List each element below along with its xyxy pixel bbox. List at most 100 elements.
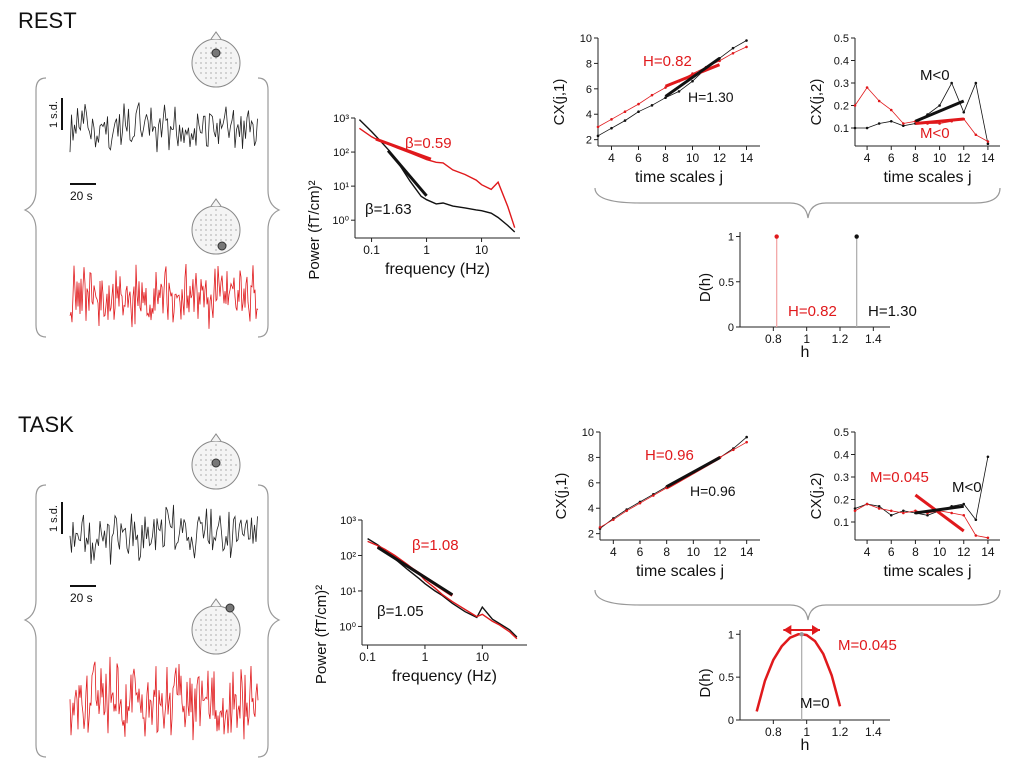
sensor-dot <box>205 214 207 216</box>
y-tick-label: 10² <box>340 550 356 562</box>
timeseries-black <box>69 102 258 153</box>
dh-xlabel: h <box>801 344 810 361</box>
sensor-dot <box>220 62 222 64</box>
sensor-dot <box>200 454 202 456</box>
sensor-dot <box>220 219 222 221</box>
sensor-dot <box>205 634 207 636</box>
sensor-dot <box>215 57 217 59</box>
data-point <box>853 104 857 107</box>
sensor-dot <box>215 67 217 69</box>
data-point <box>691 79 694 83</box>
sensor-dot <box>225 214 227 216</box>
x-tick-label: 1 <box>803 332 810 346</box>
sensor-dot <box>220 449 222 451</box>
data-point <box>889 509 893 513</box>
timeseries-red <box>69 263 259 329</box>
sensor-dot <box>230 52 232 54</box>
y-tick-label: 10¹ <box>333 181 349 193</box>
data-point <box>745 45 748 49</box>
sensor-dot <box>205 219 207 221</box>
sensor-dot <box>210 219 212 221</box>
brace-right <box>257 77 281 338</box>
sensor-dot <box>200 67 202 69</box>
sensor-dot <box>205 229 207 231</box>
sensor-dot <box>210 474 212 476</box>
sensor-dot <box>220 469 222 471</box>
sensor-dot <box>225 629 227 631</box>
scale-bar-sd-label: 1 s.d. <box>48 101 60 128</box>
fit-line <box>914 493 965 533</box>
sensor-dot <box>225 474 227 476</box>
rest-timeseries-block: 1 s.d. 20 s <box>23 31 281 338</box>
arrow-head <box>783 625 792 635</box>
sensor-dot <box>195 629 197 631</box>
sensor-dot <box>220 479 222 481</box>
sensor-dot <box>200 634 202 636</box>
rest-singularity-spectrum <box>736 232 890 331</box>
sensor-dot <box>210 479 212 481</box>
data-point <box>853 507 857 510</box>
sensor-dot <box>210 459 212 461</box>
x-tick-label: 10 <box>686 151 700 165</box>
sensor-dot <box>200 229 202 231</box>
sensor-dot <box>225 459 227 461</box>
fit-line <box>665 456 721 488</box>
sensor-dot <box>215 244 217 246</box>
x-tick-label: 0.8 <box>765 332 782 346</box>
sensor-dot <box>225 454 227 456</box>
y-tick-label: 0.3 <box>834 78 849 90</box>
sensor-dot <box>215 239 217 241</box>
sensor-dot <box>225 644 227 646</box>
x-tick-label: 0.1 <box>359 650 376 664</box>
sensor-dot <box>205 62 207 64</box>
sensor-dot <box>205 639 207 641</box>
cumulant-xlabel: time scales j <box>883 169 971 186</box>
x-tick-label: 1 <box>422 650 429 664</box>
sensor-dot <box>200 639 202 641</box>
arrow-head <box>812 625 820 635</box>
data-point <box>902 124 905 128</box>
data-point <box>962 110 966 114</box>
data-point <box>774 234 779 239</box>
data-point <box>877 504 881 508</box>
y-tick-label: 0.4 <box>834 450 849 462</box>
dh-red-label: M=0.045 <box>838 637 897 654</box>
data-point <box>799 632 804 637</box>
y-tick-label: 0.5 <box>834 427 849 439</box>
sensor-dot <box>200 219 202 221</box>
sensor-dot <box>230 634 232 636</box>
sensor-dot <box>215 444 217 446</box>
x-tick-label: 8 <box>663 545 670 559</box>
x-tick-label: 14 <box>981 151 995 165</box>
sensor-dot <box>225 67 227 69</box>
data-point <box>902 511 905 515</box>
dh-ylabel: D(h) <box>697 273 714 302</box>
x-tick-label: 12 <box>957 151 971 165</box>
series-line <box>358 119 516 233</box>
sensor-dot <box>215 47 217 49</box>
sensor-dot <box>220 67 222 69</box>
sensor-dot <box>235 464 237 466</box>
y-tick-label: 8 <box>588 452 594 464</box>
x-tick-label: 10 <box>933 545 947 559</box>
sensor-dot <box>210 214 212 216</box>
data-point <box>986 455 990 459</box>
y-tick-label: 4 <box>586 109 592 121</box>
data-point <box>853 509 857 513</box>
m-black-label: M<0 <box>952 479 982 496</box>
scale-bar-time-label: 20 s <box>70 591 93 605</box>
y-tick-label: 8 <box>586 58 592 70</box>
sensor-dot <box>230 224 232 226</box>
dh-black-label: H=1.30 <box>868 303 917 320</box>
data-point <box>962 513 966 517</box>
y-tick-label: 1 <box>728 629 734 641</box>
head-sensor-icon <box>191 198 241 255</box>
sensor-dot <box>230 239 232 241</box>
y-tick-label: 0.4 <box>834 56 849 68</box>
sensor-dot <box>205 464 207 466</box>
hurst-red-label: H=0.96 <box>645 447 694 464</box>
data-point <box>638 501 642 505</box>
timeseries-red <box>69 656 259 741</box>
sensor-dot <box>220 229 222 231</box>
dh-xlabel: h <box>801 737 810 754</box>
